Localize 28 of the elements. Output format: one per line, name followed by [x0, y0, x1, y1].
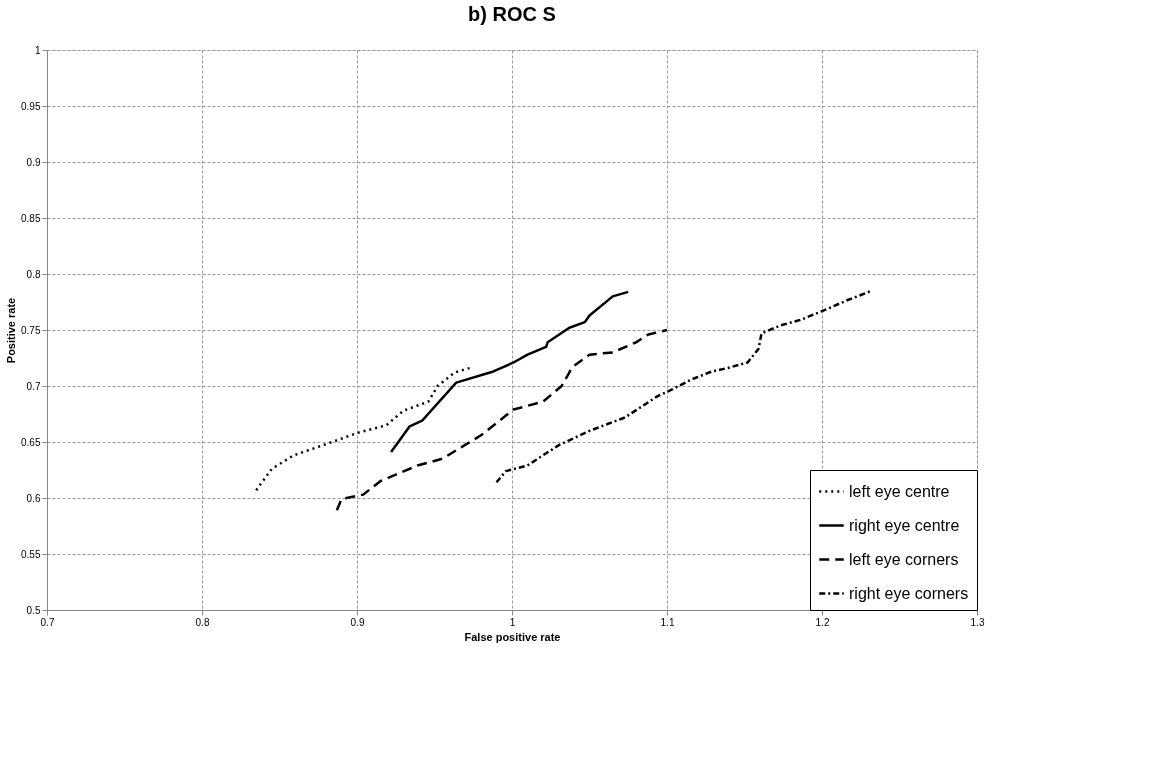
x-tick-label: 0.8 [195, 616, 210, 628]
line-series [389, 290, 630, 454]
x-tick-label: 0.7 [40, 616, 55, 628]
y-tick-label: 0.6 [26, 492, 41, 504]
y-tick-label: 0.85 [21, 212, 41, 224]
chart-title: b) ROC S [468, 3, 556, 25]
y-axis-title: Positive rate [5, 297, 18, 364]
y-tick-label: 0.95 [21, 100, 41, 112]
x-tick-label: 1.2 [815, 616, 830, 628]
legend-label: right eye corners [849, 584, 969, 602]
y-tick-label: 0.65 [21, 436, 41, 448]
line-series [495, 289, 873, 484]
legend-label: right eye centre [849, 516, 960, 534]
y-tick-label: 0.5 [26, 604, 41, 616]
x-tick-label: 1.1 [660, 616, 675, 628]
y-tick-label: 0.55 [21, 548, 41, 560]
y-tick-label: 0.9 [26, 156, 41, 168]
x-axis-title: False positive rate [464, 630, 561, 643]
x-tick-label: 1.3 [970, 616, 985, 628]
legend-label: left eye centre [849, 482, 950, 500]
x-tick-label: 1 [509, 616, 516, 628]
y-tick-label: 1 [34, 44, 41, 56]
legend-label: left eye corners [849, 550, 959, 568]
line-series [335, 328, 669, 512]
y-tick-label: 0.7 [26, 380, 41, 392]
y-tick-label: 0.8 [26, 268, 41, 280]
y-tick-label: 0.75 [21, 324, 41, 336]
x-tick-label: 0.9 [350, 616, 365, 628]
